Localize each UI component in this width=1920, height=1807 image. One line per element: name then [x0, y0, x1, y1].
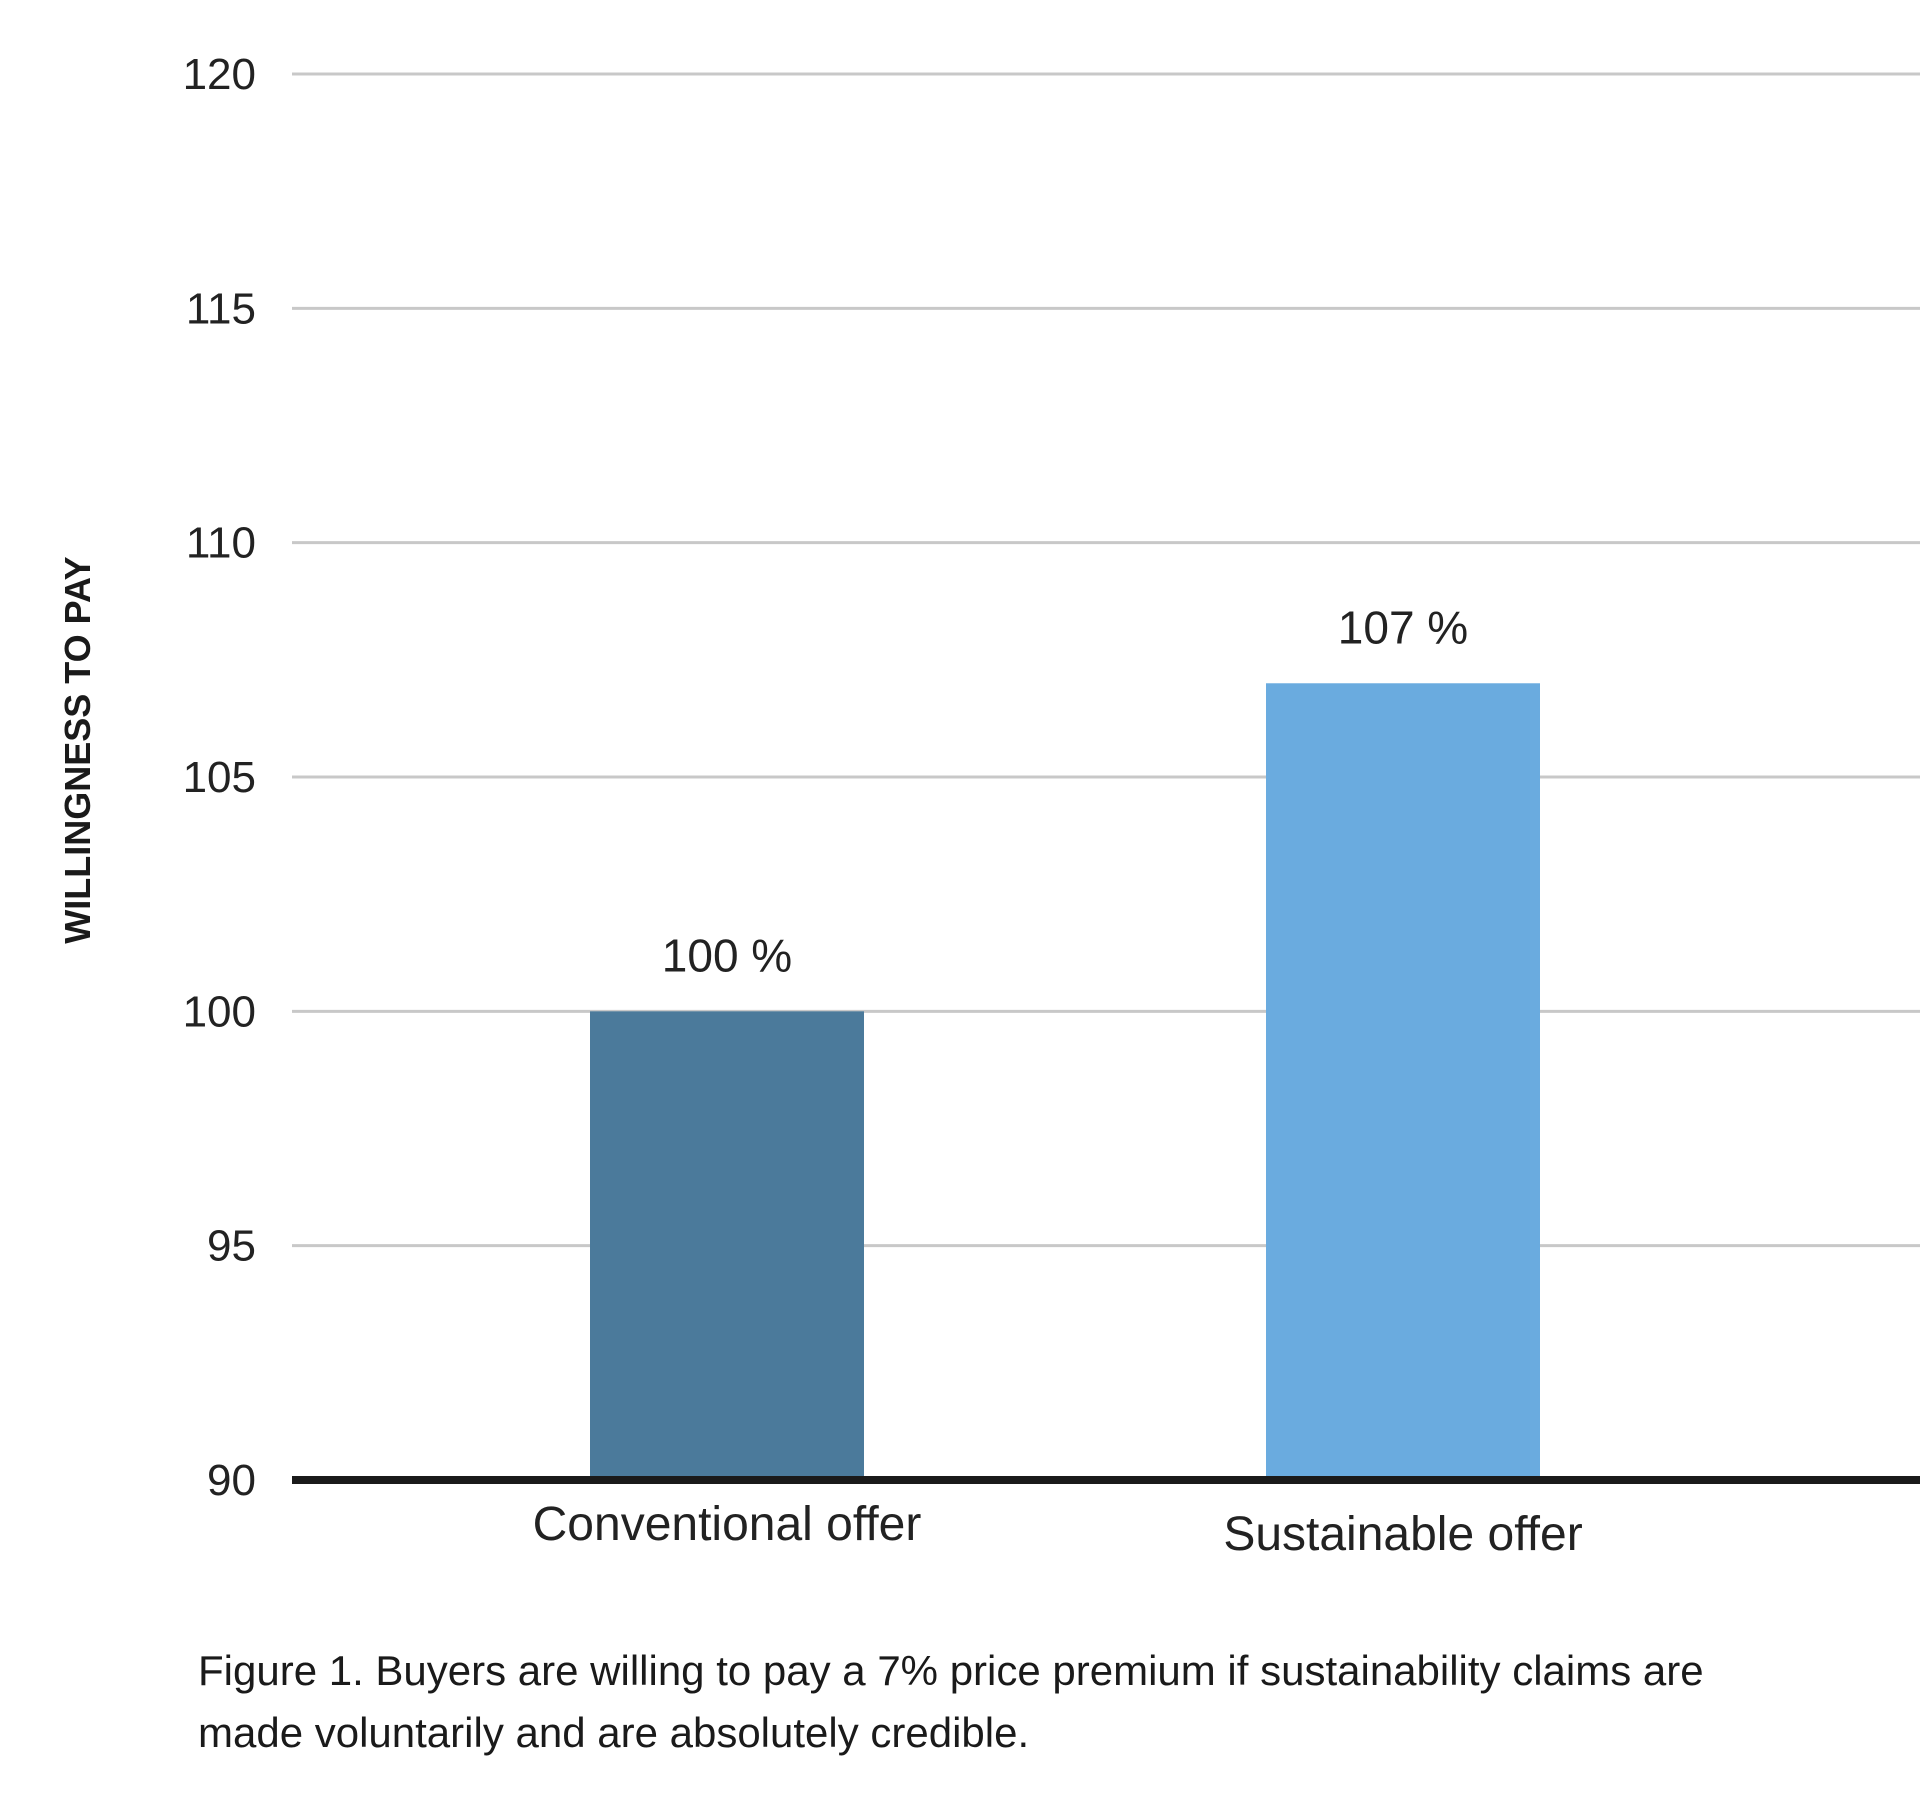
y-axis-ticks: 90 95 100 105 110 115 120	[183, 50, 256, 1505]
x-axis-categories: Conventional offer Sustainable offer	[533, 1498, 1583, 1561]
bar	[1266, 683, 1540, 1480]
y-axis-title: WILLINGNESS TO PAY	[57, 556, 98, 943]
y-tick-label: 100	[183, 987, 256, 1036]
y-tick-label: 105	[183, 753, 256, 802]
y-tick-label: 120	[183, 50, 256, 99]
data-labels: 100 % 107 %	[662, 601, 1468, 981]
y-tick-label: 95	[207, 1222, 256, 1271]
x-category-label: Conventional offer	[533, 1498, 922, 1551]
bar-value-label: 100 %	[662, 929, 792, 981]
figure-caption: Figure 1. Buyers are willing to pay a 7%…	[198, 1647, 1704, 1756]
bar-value-label: 107 %	[1338, 601, 1468, 653]
y-tick-label: 110	[186, 519, 256, 568]
x-category-label: Sustainable offer	[1223, 1508, 1582, 1561]
y-tick-label: 115	[186, 284, 256, 333]
gridlines	[292, 72, 1920, 1248]
bar	[590, 1011, 864, 1480]
bars	[590, 683, 1540, 1480]
y-tick-label: 90	[207, 1456, 256, 1505]
